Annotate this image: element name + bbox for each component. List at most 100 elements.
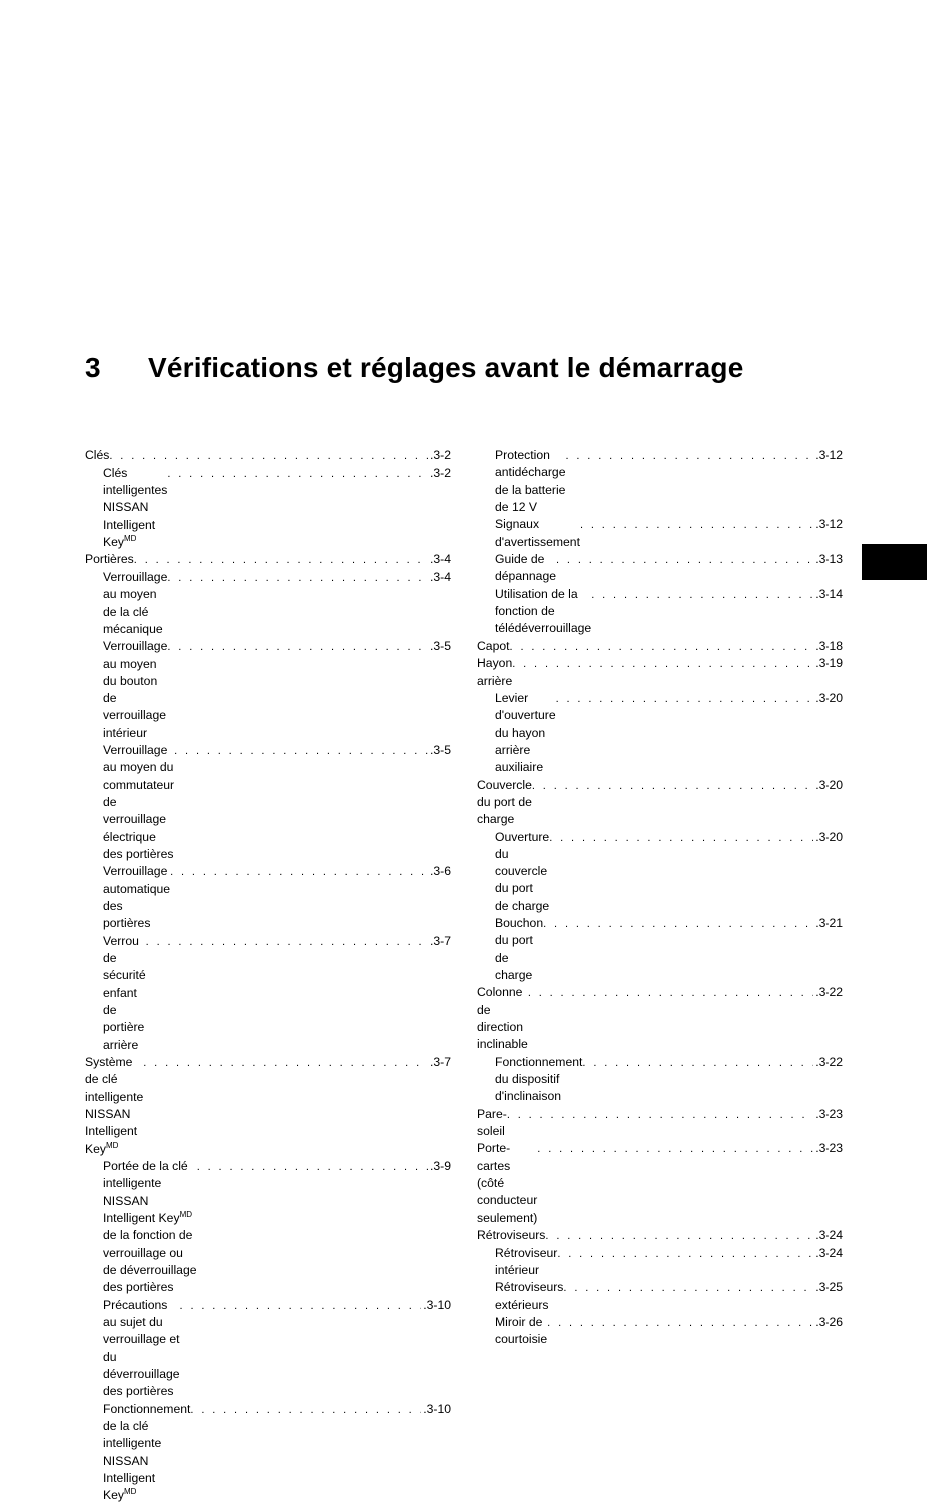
toc-entry: Fonctionnement de la clé intelligente NI…: [85, 1401, 451, 1505]
toc-entry-page: .3-2: [428, 465, 451, 482]
toc-entry: Bouchon du port de charge.3-21: [477, 915, 843, 984]
toc-leader-dots: [507, 1108, 813, 1124]
page-content: 3 Vérifications et réglages avant le dém…: [85, 350, 845, 1505]
toc-entry: Rétroviseur intérieur .3-24: [477, 1245, 843, 1280]
toc-entry-text: Levier d'ouverture du hayon arrière auxi…: [477, 690, 556, 777]
toc-entry-text: Ouverture du couvercle du port de charge: [477, 829, 549, 916]
toc-leader-dots: [563, 1281, 813, 1297]
toc-entry: Porte-cartes (côté conducteur seulement)…: [477, 1140, 843, 1227]
toc-entry-page: .3-2: [428, 447, 451, 464]
toc-entry: Ouverture du couvercle du port de charge…: [477, 829, 843, 916]
toc-entry-page: .3-18: [813, 638, 843, 655]
toc-column-right: Protection antidécharge de la batterie d…: [477, 447, 843, 1505]
toc-entry-page: .3-22: [813, 1054, 843, 1071]
toc-entry: Protection antidécharge de la batterie d…: [477, 447, 843, 516]
toc-entry: Pare-soleil .3-23: [477, 1106, 843, 1141]
toc-leader-dots: [547, 1316, 813, 1332]
toc-entry-page: .3-24: [813, 1245, 843, 1262]
toc-entry: Portée de la clé intelligente NISSAN Int…: [85, 1158, 451, 1297]
toc-entry-text: Pare-soleil: [477, 1106, 507, 1141]
toc-entry-page: .3-26: [813, 1314, 843, 1331]
toc-entry-page: .3-13: [813, 551, 843, 568]
toc-entry: Hayon arrière .3-19: [477, 655, 843, 690]
toc-entry-page: .3-5: [428, 742, 451, 759]
toc-entry-text: Portières: [85, 551, 134, 568]
toc-entry-page: .3-22: [813, 984, 843, 1001]
toc-entry-page: .3-20: [813, 690, 843, 707]
toc-entry: Verrou de sécurité enfant de portière ar…: [85, 933, 451, 1054]
toc-entry-text: Hayon arrière: [477, 655, 512, 690]
toc-leader-dots: [545, 1229, 813, 1245]
toc-entry: Capot.3-18: [477, 638, 843, 656]
toc-leader-dots: [146, 935, 428, 951]
toc-entry-page: .3-20: [813, 829, 843, 846]
toc-entry: Clés intelligentes NISSAN Intelligent Ke…: [85, 465, 451, 552]
toc-entry-page: .3-6: [428, 863, 451, 880]
toc-leader-dots: [556, 553, 813, 569]
toc-entry-text: Utilisation de la fonction de télédéverr…: [477, 586, 591, 638]
toc-entry-page: .3-14: [813, 586, 843, 603]
toc-leader-dots: [167, 640, 428, 656]
chapter-title-text: Vérifications et réglages avant le démar…: [148, 352, 744, 383]
toc-leader-dots: [591, 588, 813, 604]
toc-entry: Verrouillage au moyen du bouton de verro…: [85, 638, 451, 742]
toc-entry-text: Verrouillage au moyen du bouton de verro…: [85, 638, 167, 742]
toc-entry-page: .3-4: [428, 551, 451, 568]
toc-entry-text: Rétroviseurs extérieurs: [477, 1279, 563, 1314]
toc-entry-page: .3-23: [813, 1106, 843, 1123]
toc-entry-text: Rétroviseur intérieur: [477, 1245, 557, 1280]
toc-leader-dots: [582, 1056, 813, 1072]
chapter-heading: 3 Vérifications et réglages avant le dém…: [85, 350, 845, 385]
toc-entry-page: .3-5: [428, 638, 451, 655]
toc-entry-page: .3-7: [428, 933, 451, 950]
toc-entry-page: .3-19: [813, 655, 843, 672]
toc-leader-dots: [170, 865, 428, 881]
toc-entry: Verrouillage au moyen de la clé mécaniqu…: [85, 569, 451, 638]
toc-entry-page: .3-10: [421, 1401, 451, 1418]
toc-entry: Rétroviseurs extérieurs .3-25: [477, 1279, 843, 1314]
toc-entry-text: Protection antidécharge de la batterie d…: [477, 447, 565, 516]
toc-leader-dots: [167, 467, 428, 483]
toc-entry: Levier d'ouverture du hayon arrière auxi…: [477, 690, 843, 777]
toc-entry: Signaux d'avertissement .3-12: [477, 516, 843, 551]
toc-leader-dots: [180, 1299, 422, 1315]
toc-entry-page: .3-12: [813, 516, 843, 533]
toc-entry-text: Miroir de courtoisie: [477, 1314, 547, 1349]
toc-entry-text: Signaux d'avertissement: [477, 516, 580, 551]
toc-leader-dots: [543, 917, 813, 933]
toc-entry-text: Colonne de direction inclinable: [477, 984, 528, 1053]
toc-leader-dots: [532, 779, 813, 795]
toc-entry-text: Clés: [85, 447, 109, 464]
toc-entry-text: Porte-cartes (côté conducteur seulement): [477, 1140, 537, 1227]
toc-entry-page: .3-4: [428, 569, 451, 586]
toc-entry-page: .3-7: [428, 1054, 451, 1071]
toc-entry-page: .3-20: [813, 777, 843, 794]
toc-leader-dots: [167, 571, 428, 587]
toc-entry-text: Guide de dépannage: [477, 551, 556, 586]
toc-entry: Clés .3-2: [85, 447, 451, 465]
toc-entry-text: Verrou de sécurité enfant de portière ar…: [85, 933, 146, 1054]
thumb-index-tab: [862, 544, 927, 580]
toc-entry: Utilisation de la fonction de télédéverr…: [477, 586, 843, 638]
toc-leader-dots: [143, 1056, 428, 1072]
toc-entry-text: Précautions au sujet du verrouillage et …: [85, 1297, 180, 1401]
toc-leader-dots: [549, 831, 813, 847]
toc-leader-dots: [510, 640, 814, 656]
toc-entry: Fonctionnement du dispositif d'inclinais…: [477, 1054, 843, 1106]
toc-leader-dots: [556, 692, 814, 708]
toc-entry-text: Verrouillage automatique des portières: [85, 863, 170, 932]
toc-leader-dots: [537, 1142, 813, 1158]
toc-entry-text: Bouchon du port de charge: [477, 915, 543, 984]
toc-leader-dots: [134, 553, 428, 569]
table-of-contents: Clés .3-2 Clés intelligentes NISSAN Intell…: [85, 447, 845, 1505]
toc-entry: Verrouillage au moyen du commutateur de …: [85, 742, 451, 863]
toc-leader-dots: [557, 1247, 813, 1263]
toc-entry-text: Clés intelligentes NISSAN Intelligent Ke…: [85, 465, 167, 552]
toc-entry-page: .3-25: [813, 1279, 843, 1296]
toc-entry-text: Couvercle du port de charge: [477, 777, 532, 829]
toc-entry-text: Verrouillage au moyen de la clé mécaniqu…: [85, 569, 167, 638]
toc-entry-text: Système de clé intelligente NISSAN Intel…: [85, 1054, 143, 1158]
toc-entry: Verrouillage automatique des portières .3…: [85, 863, 451, 932]
toc-entry: Système de clé intelligente NISSAN Intel…: [85, 1054, 451, 1158]
toc-entry-text: Rétroviseurs: [477, 1227, 545, 1244]
